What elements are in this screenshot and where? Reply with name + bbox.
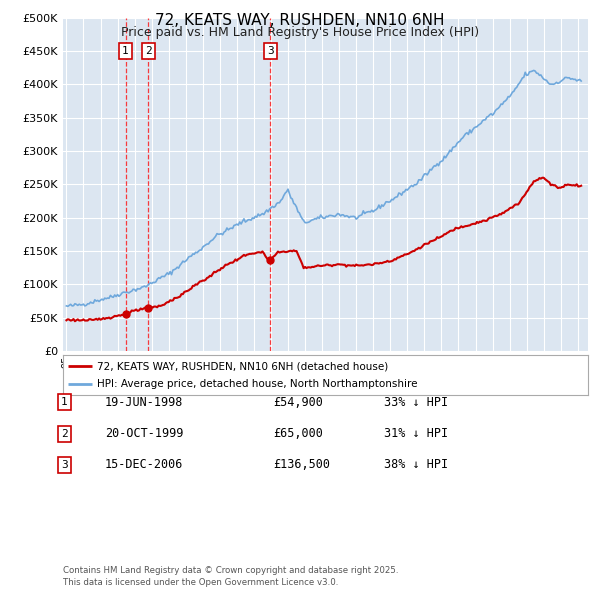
Text: HPI: Average price, detached house, North Northamptonshire: HPI: Average price, detached house, Nort… <box>97 379 418 389</box>
Text: 20-OCT-1999: 20-OCT-1999 <box>105 427 184 440</box>
Text: 3: 3 <box>267 46 274 56</box>
Text: 1: 1 <box>61 398 68 407</box>
Text: Contains HM Land Registry data © Crown copyright and database right 2025.
This d: Contains HM Land Registry data © Crown c… <box>63 566 398 587</box>
Text: 1: 1 <box>122 46 129 56</box>
Text: 38% ↓ HPI: 38% ↓ HPI <box>384 458 448 471</box>
Text: 3: 3 <box>61 460 68 470</box>
Text: 31% ↓ HPI: 31% ↓ HPI <box>384 427 448 440</box>
Text: Price paid vs. HM Land Registry's House Price Index (HPI): Price paid vs. HM Land Registry's House … <box>121 26 479 39</box>
Text: 2: 2 <box>61 429 68 438</box>
Text: 2: 2 <box>145 46 152 56</box>
Text: 72, KEATS WAY, RUSHDEN, NN10 6NH (detached house): 72, KEATS WAY, RUSHDEN, NN10 6NH (detach… <box>97 361 388 371</box>
Text: 15-DEC-2006: 15-DEC-2006 <box>105 458 184 471</box>
Text: £65,000: £65,000 <box>273 427 323 440</box>
Text: 33% ↓ HPI: 33% ↓ HPI <box>384 396 448 409</box>
Text: 72, KEATS WAY, RUSHDEN, NN10 6NH: 72, KEATS WAY, RUSHDEN, NN10 6NH <box>155 13 445 28</box>
Text: £54,900: £54,900 <box>273 396 323 409</box>
Text: 19-JUN-1998: 19-JUN-1998 <box>105 396 184 409</box>
Text: £136,500: £136,500 <box>273 458 330 471</box>
